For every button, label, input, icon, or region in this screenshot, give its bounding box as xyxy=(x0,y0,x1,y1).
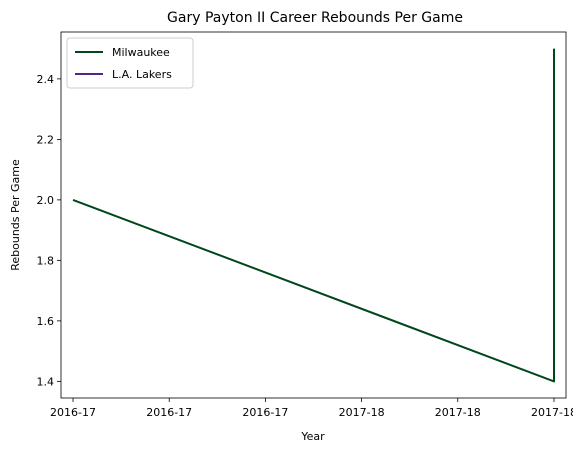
y-axis-label: Rebounds Per Game xyxy=(9,159,22,271)
series-line-0 xyxy=(72,48,555,383)
y-tick-label: 1.6 xyxy=(37,315,55,328)
legend-label: L.A. Lakers xyxy=(112,68,172,81)
chart-title: Gary Payton II Career Rebounds Per Game xyxy=(167,10,463,26)
x-axis: 2016-17 2016-17 2016-17 2017-18 2017-18 2017-… xyxy=(50,398,573,419)
x-tick-label: 2017-18 xyxy=(531,406,573,419)
y-axis: 1.4 1.6 1.8 2.0 2.2 2.4 xyxy=(37,73,61,388)
y-tick-label: 2.4 xyxy=(37,73,55,86)
y-tick-label: 1.4 xyxy=(37,375,55,388)
x-tick-label: 2017-18 xyxy=(435,406,481,419)
x-tick-label: 2016-17 xyxy=(242,406,288,419)
legend-box xyxy=(66,37,194,89)
y-tick-label: 2.0 xyxy=(37,194,55,207)
x-tick-label: 2016-17 xyxy=(146,406,192,419)
plot-area xyxy=(60,31,567,399)
x-axis-label: Year xyxy=(300,430,325,443)
y-tick-label: 2.2 xyxy=(37,133,55,146)
legend: Milwaukee L.A. Lakers xyxy=(66,37,194,89)
legend-label: Milwaukee xyxy=(112,46,170,59)
series-layer xyxy=(72,48,555,383)
x-tick-label: 2016-17 xyxy=(50,406,96,419)
y-tick-label: 1.8 xyxy=(37,254,55,267)
x-tick-label: 2017-18 xyxy=(339,406,385,419)
